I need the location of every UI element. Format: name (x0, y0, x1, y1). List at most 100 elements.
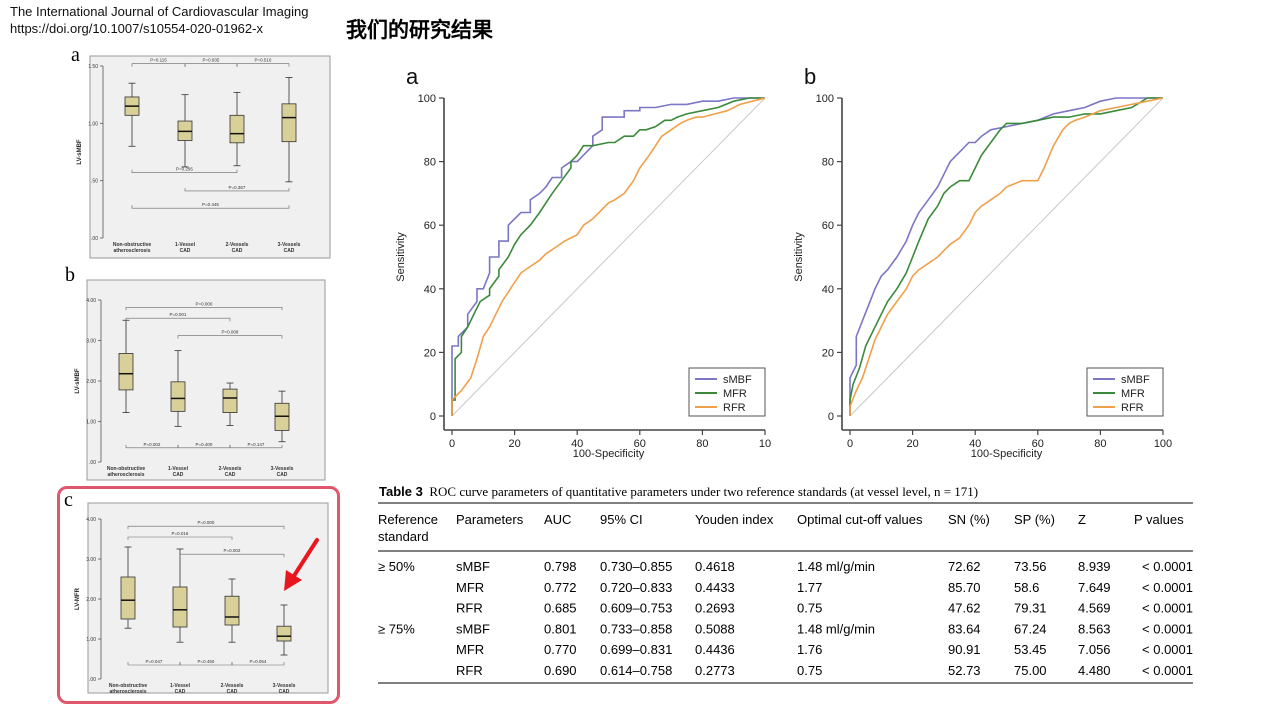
table-cell: 1.76 (797, 642, 822, 657)
category-label: CAD (175, 689, 186, 695)
journal-doi: https://doi.org/10.1007/s10554-020-01962… (10, 21, 263, 36)
table-header-cell: standard (378, 529, 429, 544)
table-cell: ≥ 50% (378, 559, 415, 574)
y-tick-label: .00 (89, 677, 96, 683)
box (229, 114, 245, 144)
box (222, 388, 238, 413)
panel-letter-a: a (71, 44, 80, 66)
comparison-bracket (127, 536, 233, 540)
table-cell: 1.48 ml/g/min (797, 559, 875, 574)
table-cell: 4.480 (1078, 663, 1111, 678)
y-tick-label: 0 (828, 411, 834, 423)
y-axis-label: LV-sMBF (77, 139, 83, 165)
x-axis-label: 100-Specificity (573, 448, 645, 460)
roc-curve-rfr (849, 97, 1164, 416)
category-label: Non-obstructive (109, 683, 148, 689)
table-cell: < 0.0001 (1142, 642, 1193, 657)
table-cell: 79.31 (1014, 601, 1047, 616)
table-cell: 67.24 (1014, 621, 1047, 636)
table-cell: 0.770 (544, 642, 577, 657)
x-tick-label: 80 (696, 438, 708, 450)
p-value-label: P=0.510 (255, 58, 272, 63)
table-cell: 0.4433 (695, 580, 735, 595)
table-cell: 1.48 ml/g/min (797, 621, 875, 636)
table-caption-text: ROC curve parameters of quantitative par… (429, 484, 979, 499)
x-axis-label: 100-Specificity (971, 448, 1043, 460)
table-cell: 0.730–0.855 (600, 559, 672, 574)
p-value-label: P=0.367 (229, 185, 246, 190)
journal-name: The International Journal of Cardiovascu… (10, 4, 309, 19)
legend-label: RFR (1121, 402, 1144, 414)
category-label: CAD (180, 248, 191, 254)
table-cell: 53.45 (1014, 642, 1047, 657)
category-label: CAD (279, 689, 290, 695)
comparison-bracket (229, 444, 283, 449)
p-value-label: P=0.002 (144, 442, 161, 447)
table-cell: sMBF (456, 559, 490, 574)
table-header-cell: Z (1078, 512, 1086, 527)
table-cell: 0.75 (797, 601, 822, 616)
slide-title: 我们的研究结果 (346, 18, 493, 42)
p-value-label: P=0.000 (196, 301, 213, 306)
roc-curve-mfr (451, 97, 765, 416)
table-cell: < 0.0001 (1142, 621, 1193, 636)
y-tick-label: .00 (89, 460, 96, 466)
journal-citation: The International Journal of Cardiovascu… (10, 3, 308, 37)
p-value-label: P=0.008 (222, 330, 239, 335)
p-value-label: P=0.047 (146, 659, 163, 664)
comparison-bracket (131, 205, 290, 209)
red-arrow-icon (284, 538, 319, 591)
table-cell: 0.614–0.758 (600, 663, 672, 678)
table-cell: 1.77 (797, 580, 822, 595)
table-cell: 7.649 (1078, 580, 1111, 595)
box (118, 353, 134, 391)
category-label: 2-Vessels (221, 683, 244, 689)
x-tick-label: 0 (449, 438, 455, 450)
plot-frame (89, 55, 331, 259)
table-cell: 0.690 (544, 663, 577, 678)
table-header-cell: 95% CI (600, 512, 643, 527)
table-cell: 47.62 (948, 601, 981, 616)
category-label: 2-Vessels (226, 242, 249, 248)
box (224, 595, 240, 626)
y-tick-label: 100 (816, 93, 834, 105)
table-header-cell: SP (%) (1014, 512, 1055, 527)
comparison-bracket (236, 63, 290, 67)
category-label: atherosclerosis (108, 472, 145, 478)
box (120, 576, 136, 620)
legend-label: sMBF (1121, 374, 1150, 386)
box (172, 586, 188, 628)
p-value-label: P=0.450 (198, 659, 215, 664)
table-cell: 83.64 (948, 621, 981, 636)
table-header-cell: SN (%) (948, 512, 990, 527)
boxplot-panel-a: a .00 .50 1.00 1.50 LV-sMBF Non-obstructive at… (65, 42, 340, 260)
y-tick-label: 1.00 (86, 420, 96, 426)
table-cell: 8.939 (1078, 559, 1111, 574)
y-tick-label: 60 (424, 220, 436, 232)
boxplot-panel-c-highlight: c .00 1.00 2.00 3.00 4.00 LV-MFR Non-obstructi… (57, 486, 340, 704)
table-cell: 73.56 (1014, 559, 1047, 574)
table-cell: 0.4618 (695, 559, 735, 574)
comparison-bracket (125, 306, 283, 311)
table-cell: 58.6 (1014, 580, 1039, 595)
category-label: CAD (277, 472, 288, 478)
roc-curve-smbf (849, 97, 1163, 416)
x-tick-label: 80 (1094, 438, 1106, 450)
boxplot-b: .00 1.00 2.00 3.00 4.00 LV-sMBF Non-obstructiv… (75, 279, 326, 481)
table-cell: < 0.0001 (1142, 601, 1193, 616)
boxplot-panel-b: b .00 1.00 2.00 3.00 4.00 LV-sMBF Non-obstruct… (65, 262, 340, 484)
panel-letter-b: b (65, 264, 75, 286)
table-cell: MFR (456, 580, 484, 595)
table-cell: 7.056 (1078, 642, 1111, 657)
y-tick-label: 40 (822, 284, 834, 296)
table-header-cell: Reference (378, 512, 438, 527)
x-tick-label: 40 (969, 438, 981, 450)
table-cell: 0.2693 (695, 601, 735, 616)
table-cell: 4.569 (1078, 601, 1111, 616)
boxplot-a: .00 .50 1.00 1.50 LV-sMBF Non-obstructiveathe… (77, 55, 331, 259)
category-label: CAD (284, 248, 295, 254)
y-axis-label: Sensitivity (793, 232, 805, 282)
box (170, 381, 186, 412)
y-tick-label: 40 (424, 284, 436, 296)
comparison-bracket (127, 525, 285, 530)
